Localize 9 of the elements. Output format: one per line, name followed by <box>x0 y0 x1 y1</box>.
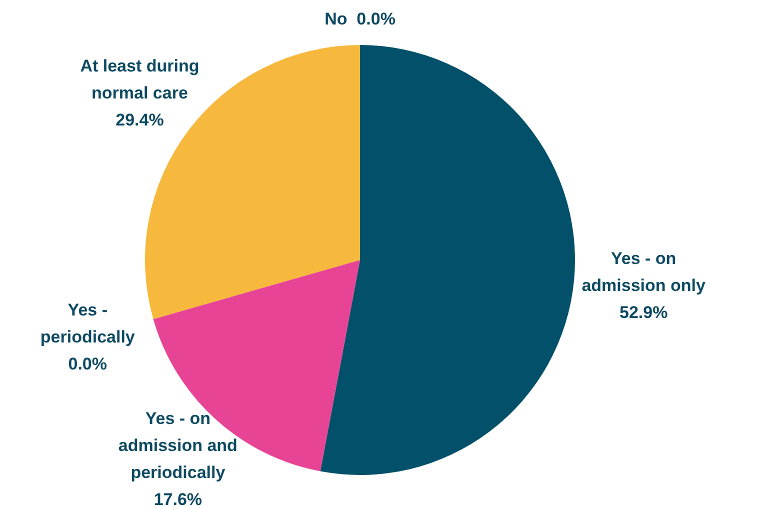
data-label: 29.4% <box>116 110 164 130</box>
slice-label: Yes - on admission and periodically <box>118 408 238 482</box>
category-label: No 0.0% <box>324 10 396 29</box>
slice-label: Yes - on admission only <box>582 249 706 296</box>
data-label: 17.6% <box>154 490 202 508</box>
data-label: 52.9% <box>619 303 668 322</box>
category-label: Yes - periodically <box>40 300 135 347</box>
text: 0.0% <box>68 354 108 374</box>
slice-label: At least during normal care <box>80 56 200 103</box>
